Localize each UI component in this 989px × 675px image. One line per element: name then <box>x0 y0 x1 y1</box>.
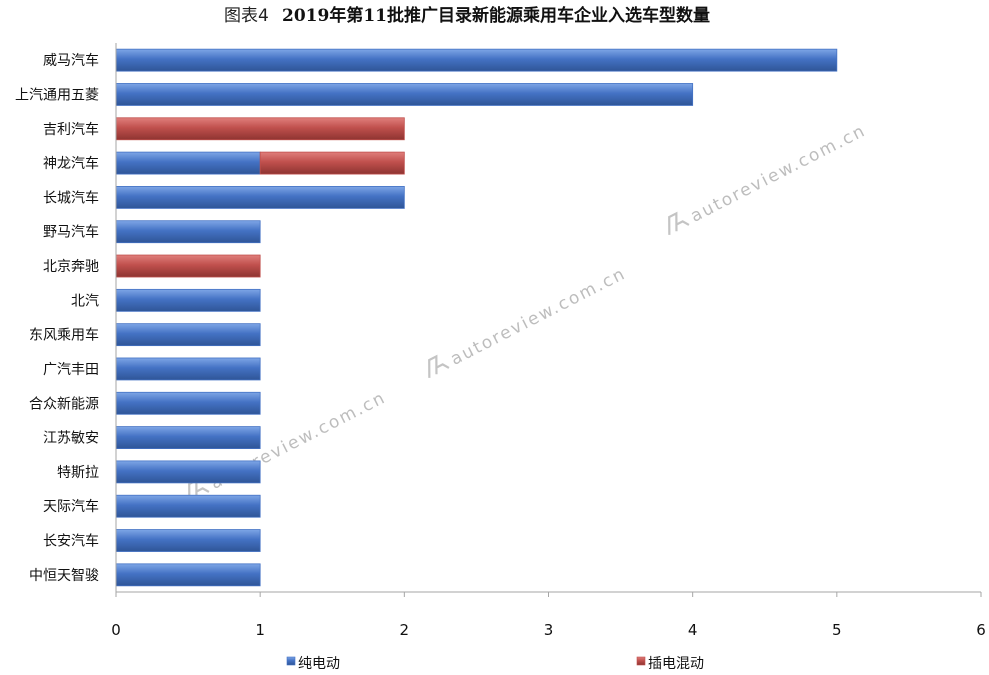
legend-swatch-bev <box>286 656 296 666</box>
category-label: 北京奔驰 <box>43 259 99 275</box>
category-label: 合众新能源 <box>29 396 99 412</box>
watermark: autoreview.com.cn <box>668 121 870 235</box>
bar-phev-3 <box>259 151 405 175</box>
x-tick-label: 4 <box>688 621 698 639</box>
chart-title-prefix: 图表4 <box>224 6 269 26</box>
bar-bev-0 <box>115 48 838 72</box>
x-tick-labels: 0 1 2 3 4 5 6 <box>111 592 986 639</box>
bar-bev-7 <box>115 288 261 312</box>
category-label: 北汽 <box>71 293 99 309</box>
category-label: 中恒天智骏 <box>29 568 99 584</box>
category-label: 神龙汽车 <box>43 155 99 172</box>
bar-bev-11 <box>115 426 261 449</box>
bar-bev-9 <box>115 357 261 381</box>
x-tick-label: 2 <box>400 621 410 639</box>
legend-label-bev: 纯电动 <box>298 656 340 672</box>
category-label: 长安汽车 <box>43 533 99 550</box>
bar-bev-8 <box>115 323 261 347</box>
category-label: 吉利汽车 <box>43 121 99 138</box>
legend-label-phev: 插电混动 <box>648 656 704 672</box>
category-label: 上汽通用五菱 <box>15 87 99 103</box>
watermark-text: autoreview.com.cn <box>447 264 629 370</box>
bar-bev-3 <box>115 151 261 175</box>
bar-bev-10 <box>115 391 261 415</box>
watermark-group: autoreview.com.cnautoreview.com.cnautore… <box>188 121 870 502</box>
chart-title-main: 2019年第11批推广目录新能源乘用车企业入选车型数量 <box>282 5 710 26</box>
bar-phev-6 <box>115 254 261 278</box>
x-tick-label: 3 <box>544 621 554 639</box>
watermark-text: autoreview.com.cn <box>687 121 869 227</box>
bar-bev-15 <box>115 563 261 587</box>
watermark: autoreview.com.cn <box>428 264 630 378</box>
category-label: 天际汽车 <box>43 498 99 515</box>
category-labels: 威马汽车上汽通用五菱吉利汽车神龙汽车长城汽车野马汽车北京奔驰北汽东风乘用车广汽丰… <box>15 52 99 584</box>
x-tick-label: 0 <box>111 621 121 639</box>
category-label: 江苏敏安 <box>43 431 99 447</box>
category-label: 威马汽车 <box>43 52 99 69</box>
bar-bev-4 <box>115 186 405 209</box>
category-label: 东风乘用车 <box>29 327 99 344</box>
category-label: 野马汽车 <box>43 224 99 241</box>
legend-swatch-phev <box>636 656 646 666</box>
bar-bev-14 <box>115 529 261 552</box>
bar-phev-2 <box>115 117 405 141</box>
autoreview-logo-icon <box>668 211 690 235</box>
bar-bev-1 <box>115 83 694 106</box>
bar-bev-13 <box>115 494 261 518</box>
x-tick-label: 1 <box>255 621 265 639</box>
category-label: 长城汽车 <box>43 189 99 206</box>
x-tick-label: 5 <box>832 621 842 639</box>
autoreview-logo-icon <box>428 354 450 378</box>
x-tick-label: 6 <box>976 621 986 639</box>
legend: 纯电动 插电混动 <box>286 656 704 672</box>
bar-bev-5 <box>115 220 261 244</box>
chart-title: 图表4 2019年第11批推广目录新能源乘用车企业入选车型数量 <box>224 5 710 26</box>
category-label: 广汽丰田 <box>43 362 99 378</box>
bars-group <box>115 48 838 587</box>
category-label: 特斯拉 <box>57 465 99 481</box>
bar-bev-12 <box>115 460 261 484</box>
